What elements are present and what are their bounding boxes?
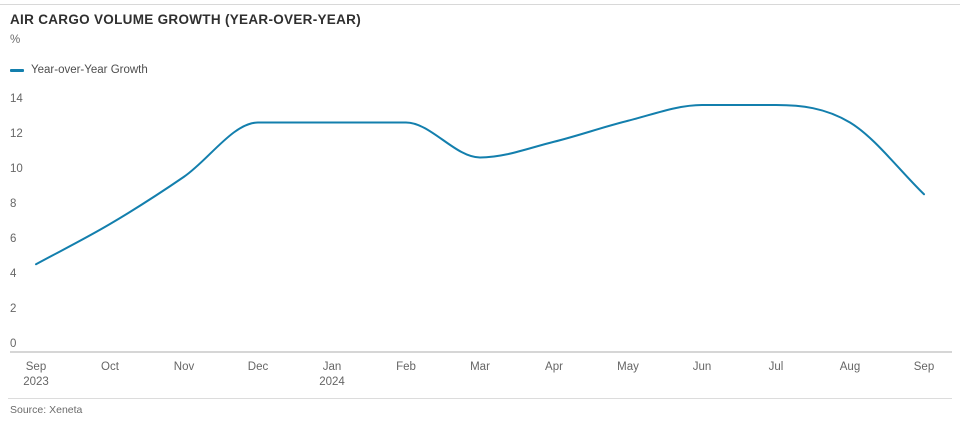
x-tick-label: Apr	[545, 361, 563, 373]
footer-divider	[8, 398, 952, 399]
top-border	[0, 4, 960, 5]
x-tick-label: Jun	[693, 361, 712, 373]
x-tick-label: Mar	[470, 361, 490, 373]
chart-area: 0 2 4 6 8 10 12 14 Sep Oct Nov Dec Jan Feb Mar Apr May Ju…	[0, 85, 960, 390]
line-chart: 0 2 4 6 8 10 12 14 Sep Oct Nov Dec Jan Feb Mar Apr May Ju…	[10, 93, 952, 388]
x-tick-label: Feb	[396, 361, 416, 373]
y-tick-label: 0	[10, 338, 16, 350]
x-year-label: 2024	[319, 376, 345, 388]
y-tick-label: 14	[10, 93, 23, 105]
y-tick-label: 10	[10, 163, 23, 175]
y-tick-label: 6	[10, 233, 16, 245]
chart-title: AIR CARGO VOLUME GROWTH (YEAR-OVER-YEAR)	[10, 12, 361, 27]
x-year-label: 2023	[23, 376, 49, 388]
x-tick-label: Sep	[914, 361, 934, 373]
x-tick-label: Oct	[101, 361, 120, 373]
x-tick-label: Jul	[769, 361, 784, 373]
x-tick-label: Sep	[26, 361, 46, 373]
x-tick-label: Jan	[323, 361, 342, 373]
y-tick-label: 4	[10, 268, 17, 280]
x-tick-label: May	[617, 361, 639, 373]
y-axis-unit-label: %	[10, 34, 21, 46]
x-tick-label: Nov	[174, 361, 195, 373]
x-tick-label: Dec	[248, 361, 269, 373]
legend: Year-over-Year Growth	[10, 64, 148, 76]
y-tick-label: 2	[10, 303, 16, 315]
growth-line	[35, 104, 925, 266]
y-tick-label: 12	[10, 128, 23, 140]
source-note: Source: Xeneta	[10, 404, 83, 416]
x-tick-label: Aug	[840, 361, 860, 373]
y-tick-label: 8	[10, 198, 16, 210]
legend-label: Year-over-Year Growth	[31, 64, 148, 76]
legend-line-swatch	[10, 68, 24, 72]
